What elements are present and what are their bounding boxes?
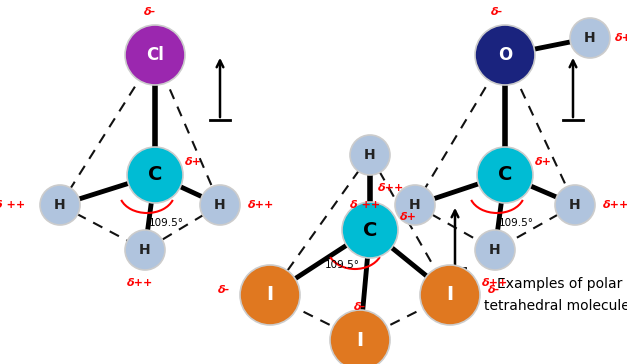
Circle shape: [477, 147, 533, 203]
Text: Examples of polar
tetrahedral molecules: Examples of polar tetrahedral molecules: [483, 277, 627, 313]
Text: δ+: δ+: [615, 33, 627, 43]
Text: H: H: [569, 198, 581, 212]
Circle shape: [555, 185, 595, 225]
Text: O: O: [498, 46, 512, 64]
Text: C: C: [498, 166, 512, 185]
Text: 109.5°: 109.5°: [499, 218, 534, 228]
Text: H: H: [214, 198, 226, 212]
Text: δ-: δ-: [144, 7, 156, 17]
Text: δ++: δ++: [378, 183, 404, 193]
Text: δ-: δ-: [488, 285, 500, 295]
Text: C: C: [363, 221, 377, 240]
Circle shape: [475, 25, 535, 85]
Text: δ++: δ++: [482, 278, 508, 288]
Text: I: I: [266, 285, 273, 305]
Circle shape: [125, 230, 165, 270]
Text: I: I: [356, 331, 364, 349]
Text: δ++: δ++: [603, 200, 627, 210]
Text: H: H: [584, 31, 596, 45]
Circle shape: [342, 202, 398, 258]
Text: C: C: [148, 166, 162, 185]
Text: H: H: [489, 243, 501, 257]
Circle shape: [127, 147, 183, 203]
Text: H: H: [364, 148, 376, 162]
Text: δ ++: δ ++: [0, 200, 25, 210]
Text: δ-: δ-: [491, 7, 503, 17]
Text: H: H: [54, 198, 66, 212]
Text: δ+: δ+: [185, 157, 202, 167]
Text: H: H: [409, 198, 421, 212]
Circle shape: [475, 230, 515, 270]
Text: I: I: [446, 285, 453, 305]
Text: H: H: [139, 243, 151, 257]
Text: δ ++: δ ++: [350, 200, 380, 210]
Circle shape: [350, 135, 390, 175]
Text: Cl: Cl: [146, 46, 164, 64]
Circle shape: [330, 310, 390, 364]
Circle shape: [125, 25, 185, 85]
Circle shape: [395, 185, 435, 225]
Text: δ++: δ++: [127, 278, 153, 288]
Text: δ+: δ+: [400, 212, 417, 222]
Text: δ-: δ-: [354, 302, 366, 312]
Circle shape: [200, 185, 240, 225]
Text: 109.5°: 109.5°: [325, 260, 360, 270]
Text: δ+: δ+: [535, 157, 552, 167]
Text: δ-: δ-: [218, 285, 230, 295]
Circle shape: [240, 265, 300, 325]
Circle shape: [420, 265, 480, 325]
Text: δ++: δ++: [248, 200, 275, 210]
Text: 109.5°: 109.5°: [149, 218, 184, 228]
Circle shape: [570, 18, 610, 58]
Circle shape: [40, 185, 80, 225]
